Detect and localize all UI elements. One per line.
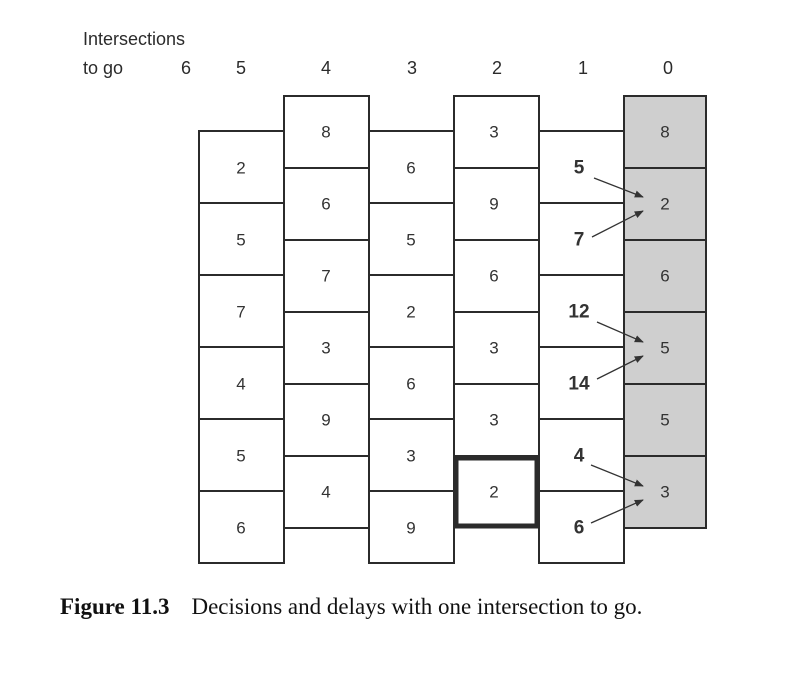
column-label-6: 6 [181,58,191,78]
cell-value: 6 [406,159,415,178]
decision-arrow [596,321,644,343]
decision-arrow [596,355,644,380]
grid-cell-shaded [623,239,707,313]
cell-value: 2 [236,159,245,178]
cell-value: 9 [489,195,498,214]
cell-value: 7 [321,267,330,286]
grid-cell [368,202,455,276]
grid-column-1: 5 7 12 14 4 6 [538,130,625,564]
grid-cell-shaded [623,95,707,169]
grid-column-5: 2 5 7 4 5 6 [198,130,285,564]
delay-value: 6 [574,518,585,539]
cell-value: 6 [660,267,669,286]
cell-value: 2 [406,303,415,322]
delay-value: 5 [574,158,585,179]
figure-caption-text: Decisions and delays with one intersecti… [191,594,643,619]
decision-arrow [590,464,644,487]
grid-cell [538,274,625,348]
cell-value: 6 [236,519,245,538]
decision-arrows [590,177,644,524]
cell-value: 6 [489,267,498,286]
decision-arrow [590,499,644,524]
highlighted-cell [453,455,540,529]
figure-caption: Figure 11.3 Decisions and delays with one… [60,594,642,620]
delay-value: 14 [568,374,590,395]
cell-value: 5 [236,447,245,466]
grid-column-4: 8 6 7 3 9 4 [283,95,370,529]
grid-cell [198,130,285,204]
decision-arrow [593,177,644,198]
column-label-4: 4 [321,58,331,78]
cell-value: 4 [236,375,245,394]
cell-value: 7 [236,303,245,322]
column-label-5: 5 [236,58,246,78]
grid-cell [198,490,285,564]
column-label-2: 2 [492,58,502,78]
decision-arrow [591,210,644,238]
cell-value: 3 [406,447,415,466]
grid-cell [368,490,455,564]
grid-cell [368,418,455,492]
figure-label: Figure 11.3 [60,594,170,619]
header-title-line1: Intersections [83,29,185,49]
grid-cell [538,346,625,420]
cell-value: 6 [406,375,415,394]
cell-value: 5 [660,411,669,430]
cell-value: 2 [489,483,498,502]
cell-value: 6 [321,195,330,214]
column-label-1: 1 [578,58,588,78]
cell-value: 5 [236,231,245,250]
cell-value: 5 [406,231,415,250]
cell-value: 3 [660,483,669,502]
cell-value: 8 [321,123,330,142]
grid-cell [453,95,540,169]
column-label-3: 3 [407,58,417,78]
cell-value: 5 [660,339,669,358]
grid-column-3: 6 5 2 6 3 9 [368,130,455,564]
grid-cell [453,383,540,457]
cell-value: 4 [321,483,330,502]
grid-cell [283,455,370,529]
grid-cell [368,346,455,420]
grid-cell [538,418,625,492]
grid-cell [453,239,540,313]
grid-column-2: 3 9 6 3 3 2 [453,95,540,529]
cell-value: 3 [321,339,330,358]
cell-value: 8 [660,123,669,142]
delay-value: 12 [568,302,589,323]
grid-cell-shaded [623,455,707,529]
cell-value: 3 [489,339,498,358]
cell-value: 3 [489,123,498,142]
grid-cell [198,202,285,276]
cell-value: 2 [660,195,669,214]
delay-value: 7 [574,230,585,251]
column-label-0: 0 [663,58,673,78]
cell-value: 9 [406,519,415,538]
grid-cell [453,167,540,241]
grid-cell [453,311,540,385]
grid-cell [283,311,370,385]
cell-value: 3 [489,411,498,430]
delay-value: 4 [574,446,585,467]
cell-value: 9 [321,411,330,430]
header-title-line2: to go [83,58,123,78]
grid-cell [283,167,370,241]
grid-column-0: 8 2 6 5 5 3 [623,95,707,529]
